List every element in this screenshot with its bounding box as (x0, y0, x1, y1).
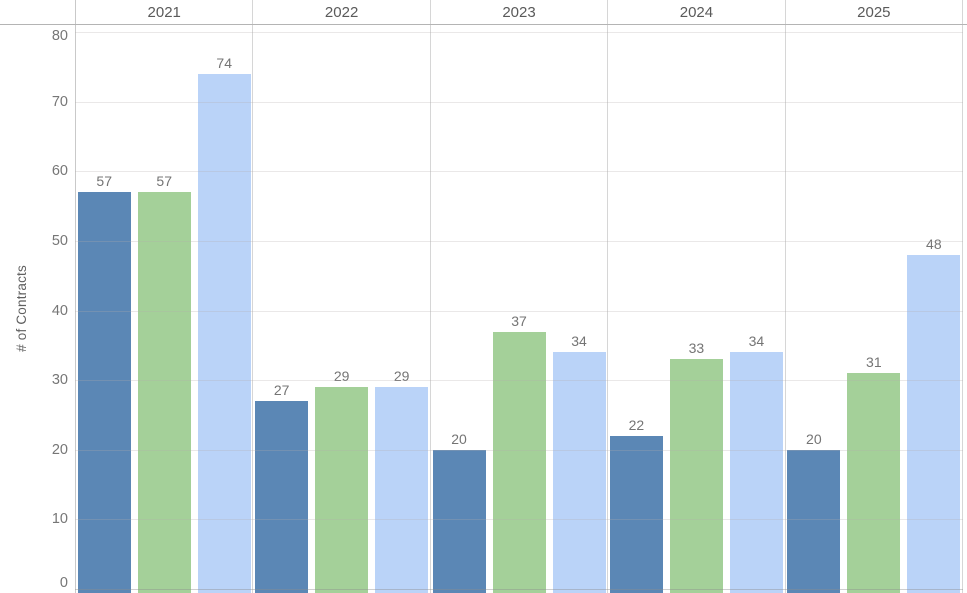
year-panel-2021: 2021 57 57 74 (76, 0, 254, 593)
bar-2022-series-3-light-blue[interactable]: 29 (375, 368, 429, 593)
y-tick-label-60: 60 (51, 163, 68, 180)
bar-2025-series-1-dark-blue[interactable]: 20 (787, 431, 841, 593)
bar-group-2021: 57 57 74 (76, 24, 252, 593)
year-panel-2025: 2025 20 31 48 (786, 0, 964, 593)
bar-value-label: 74 (216, 55, 232, 71)
bar-2024-series-2-green[interactable]: 33 (669, 340, 723, 593)
bar-2023-series-1-dark-blue[interactable]: 20 (432, 431, 486, 593)
bar-group-2025: 20 31 48 (786, 24, 962, 593)
bar-value-label: 57 (156, 173, 172, 190)
bar-value-label: 22 (628, 416, 645, 433)
bar-2025-series-2-green[interactable]: 31 (847, 354, 901, 593)
bar-value-label: 29 (393, 368, 410, 385)
bar-2021-series-3-light-blue[interactable]: 74 (197, 55, 251, 593)
bar-group-2024: 22 33 34 (608, 24, 784, 593)
bar-value-label: 34 (571, 333, 587, 350)
bar-value-label: 33 (688, 340, 705, 357)
bar-value-label: 27 (273, 382, 290, 399)
bar-2025-series-3-light-blue[interactable]: 48 (907, 236, 961, 593)
year-label-2021: 2021 (147, 4, 181, 21)
bar-value-label: 48 (926, 235, 942, 252)
year-panel-2022: 2022 27 29 29 (253, 0, 431, 593)
y-tick-label-20: 20 (51, 441, 68, 458)
bar-2022-series-1-dark-blue[interactable]: 27 (255, 382, 309, 593)
y-tick-label-10: 10 (51, 511, 68, 528)
bar-2024-series-1-dark-blue[interactable]: 22 (609, 417, 663, 593)
bar-value-label: 20 (806, 430, 822, 447)
bar-value-label: 29 (333, 368, 350, 385)
bar-value-label: 34 (748, 333, 765, 350)
y-tick-label-40: 40 (51, 302, 68, 319)
bar-2021-series-2-green[interactable]: 57 (137, 173, 191, 593)
year-panel-2023: 2023 20 37 34 (431, 0, 609, 593)
bar-value-label: 20 (451, 430, 467, 447)
bar-2021-series-1-dark-blue[interactable]: 57 (77, 173, 131, 593)
year-label-2022: 2022 (324, 4, 359, 21)
year-label-2023: 2023 (502, 4, 536, 21)
bar-2023-series-3-light-blue[interactable]: 34 (552, 333, 606, 593)
bar-2022-series-2-green[interactable]: 29 (315, 368, 369, 593)
year-label-2025: 2025 (857, 4, 891, 21)
bar-group-2022: 27 29 29 (253, 24, 429, 593)
y-tick-label-70: 70 (51, 93, 68, 110)
y-tick-label-30: 30 (51, 372, 68, 389)
y-axis-title-text: # of Contracts (13, 265, 29, 352)
bar-group-2023: 20 37 34 (431, 24, 607, 593)
column-header-divider (0, 24, 967, 25)
year-panels: 2021 57 57 74 2022 27 29 29 2023 20 37 34 2024 22 33 34… (75, 0, 964, 593)
y-tick-label-80: 80 (51, 28, 68, 45)
y-tick-label-50: 50 (51, 233, 68, 249)
y-axis-title: # of Contracts (0, 24, 42, 593)
bar-2023-series-2-green[interactable]: 37 (492, 313, 546, 593)
bar-value-label: 57 (96, 173, 112, 190)
year-panel-2024: 2024 22 33 34 (608, 0, 786, 593)
year-label-2024: 2024 (679, 4, 714, 21)
bar-value-label: 31 (866, 354, 882, 371)
y-tick-label-0: 0 (59, 575, 68, 591)
bar-2024-series-3-light-blue[interactable]: 34 (729, 333, 783, 593)
bar-value-label: 37 (511, 312, 527, 329)
